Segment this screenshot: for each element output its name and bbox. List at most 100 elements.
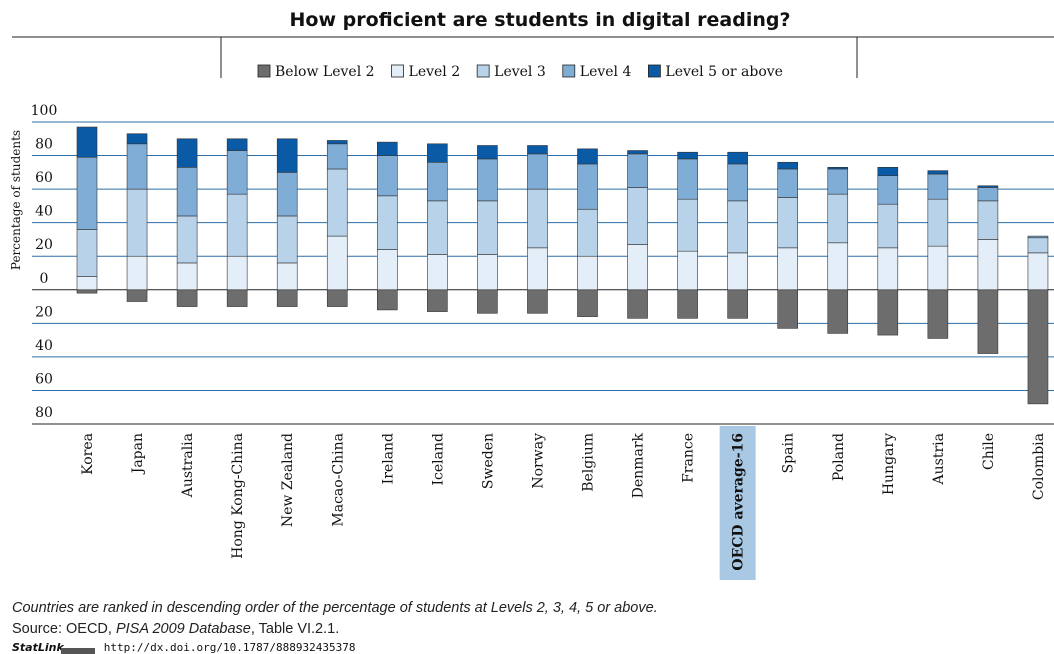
x-tick-label: Hong Kong-China bbox=[230, 433, 246, 559]
source-title: PISA 2009 Database bbox=[116, 621, 251, 637]
y-tick-label: 100 bbox=[31, 103, 58, 119]
bar-segment bbox=[176, 167, 198, 217]
bar-segment bbox=[176, 138, 198, 168]
bar-segment bbox=[777, 161, 799, 170]
statlink: StatLink http://dx.doi.org/10.1787/888932… bbox=[12, 641, 355, 654]
bar-segment bbox=[276, 215, 298, 264]
x-tick-label: Iceland bbox=[430, 433, 446, 485]
bar-segment bbox=[677, 250, 698, 291]
x-tick-label: Denmark bbox=[631, 432, 647, 498]
bar-segment bbox=[126, 143, 148, 190]
bar-segment bbox=[276, 262, 298, 291]
y-tick-label: 80 bbox=[35, 137, 53, 153]
bar-segment bbox=[927, 170, 949, 175]
bar-segment bbox=[927, 198, 949, 247]
x-tick-label: Australia bbox=[180, 433, 196, 498]
statlink-icon bbox=[61, 648, 95, 654]
y-tick-label: 20 bbox=[35, 304, 53, 320]
x-tick-label: France bbox=[681, 433, 697, 483]
y-axis-label: Percentage of students bbox=[9, 130, 23, 270]
bar-segment bbox=[577, 148, 598, 165]
bar-segment bbox=[126, 133, 148, 145]
bar-segment bbox=[827, 289, 849, 334]
y-tick-label: 40 bbox=[35, 338, 53, 354]
bar-segment bbox=[126, 188, 148, 257]
x-tick-label: Poland bbox=[831, 433, 847, 481]
bar-segment bbox=[226, 289, 248, 307]
note: Countries are ranked in descending order… bbox=[12, 600, 658, 616]
bar-segment bbox=[1027, 237, 1049, 254]
bar-segment bbox=[577, 289, 598, 317]
bar-segment bbox=[226, 255, 248, 291]
bar-segment bbox=[527, 153, 548, 190]
x-tick-label: New Zealand bbox=[280, 433, 296, 527]
x-tick-label: Colombia bbox=[1031, 433, 1047, 500]
bar-segment bbox=[76, 276, 98, 291]
bar-segment bbox=[527, 188, 548, 249]
bar-segment bbox=[76, 289, 98, 294]
bar-segment bbox=[727, 200, 748, 254]
x-tick-label: Austria bbox=[931, 433, 947, 485]
highlight-band bbox=[719, 426, 756, 580]
bar-segment bbox=[627, 153, 648, 188]
bar-segment bbox=[877, 289, 899, 336]
bar-segment bbox=[627, 244, 648, 291]
bar-segment bbox=[76, 156, 98, 230]
source: Source: OECD, PISA 2009 Database, Table … bbox=[12, 621, 339, 637]
y-tick-label: 40 bbox=[35, 204, 53, 220]
bar-segment bbox=[577, 163, 598, 210]
bar-segment bbox=[1027, 252, 1049, 291]
legend-swatch bbox=[257, 64, 271, 78]
bar-segment bbox=[477, 289, 498, 314]
x-tick-label: Korea bbox=[80, 433, 96, 475]
bar-segment bbox=[76, 126, 98, 158]
bar-segment bbox=[1027, 235, 1049, 239]
bar-segment bbox=[376, 155, 398, 197]
bar-segment bbox=[226, 150, 248, 195]
source-text: , Table VI.2.1. bbox=[251, 621, 339, 637]
legend-label: Level 5 or above bbox=[665, 64, 783, 80]
bar-segment bbox=[76, 229, 98, 277]
bar-segment bbox=[577, 255, 598, 291]
bar-segment bbox=[276, 138, 298, 173]
bar-segment bbox=[126, 255, 148, 291]
statlink-url: http://dx.doi.org/10.1787/888932435378 bbox=[104, 641, 356, 654]
x-tick-label: Chile bbox=[981, 433, 997, 470]
bar-segment bbox=[427, 161, 448, 202]
bar-segment bbox=[677, 151, 698, 160]
bar-segment bbox=[427, 289, 448, 312]
bar-segment bbox=[777, 197, 799, 249]
bar-segment bbox=[276, 172, 298, 217]
bar-segment bbox=[827, 193, 849, 244]
x-tick-label: Spain bbox=[781, 433, 797, 473]
bar-segment bbox=[326, 168, 348, 237]
bar-segment bbox=[477, 254, 498, 291]
x-tick-label: OECD average-16 bbox=[731, 433, 747, 571]
bar-segment bbox=[977, 200, 999, 240]
legend-label: Level 3 bbox=[494, 64, 546, 80]
bar-segment bbox=[877, 203, 899, 249]
bar-segment bbox=[927, 245, 949, 291]
bar-segment bbox=[427, 200, 448, 255]
statlink-label: StatLink bbox=[12, 641, 64, 654]
source-text: Source: OECD, bbox=[12, 621, 116, 637]
bar-segment bbox=[827, 242, 849, 291]
bar-segment bbox=[477, 145, 498, 160]
bar-segment bbox=[877, 167, 899, 176]
bar-segment bbox=[376, 289, 398, 311]
x-tick-label: Sweden bbox=[480, 433, 496, 489]
bar-segment bbox=[527, 247, 548, 291]
bar-segment bbox=[376, 141, 398, 156]
bar-segment bbox=[727, 289, 748, 319]
bar-segment bbox=[777, 247, 799, 291]
bar-segment bbox=[126, 289, 148, 302]
bar-segment bbox=[477, 158, 498, 202]
bar-segment bbox=[477, 200, 498, 255]
bar-segment bbox=[226, 193, 248, 257]
bar-segment bbox=[326, 140, 348, 145]
y-tick-label: 60 bbox=[35, 371, 53, 387]
x-tick-label: Norway bbox=[530, 433, 546, 489]
bar-segment bbox=[677, 289, 698, 319]
bar-segment bbox=[977, 187, 999, 202]
legend-label: Level 4 bbox=[580, 64, 632, 80]
